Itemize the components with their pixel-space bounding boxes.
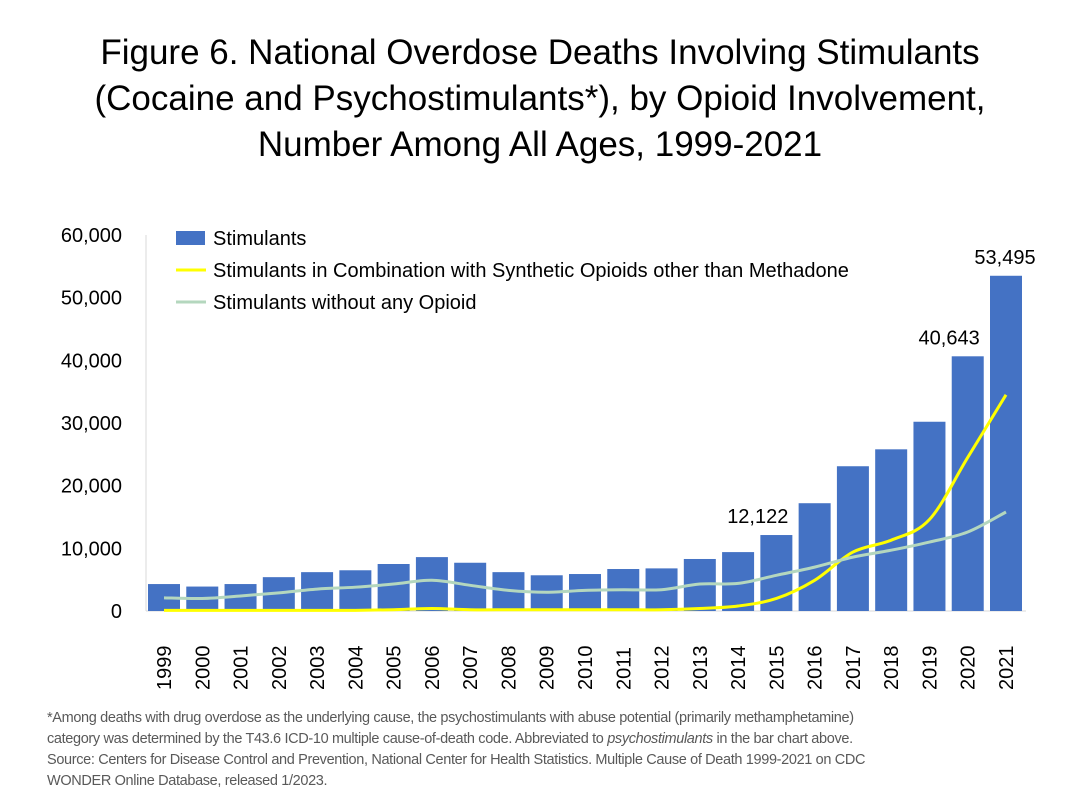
footnote: *Among deaths with drug overdose as the … — [47, 708, 1067, 792]
y-tick-label: 30,000 — [61, 413, 122, 435]
footnote-line-2-end: in the bar chart above. — [712, 731, 854, 747]
bar-2004 — [339, 570, 372, 611]
legend-label: Stimulants in Combination with Synthetic… — [213, 260, 849, 282]
footnote-line-2-text: category was determined by the T43.6 ICD… — [47, 731, 608, 747]
x-tick-label: 2005 — [384, 646, 406, 691]
x-tick-label: 2004 — [345, 646, 367, 691]
title-line-2: (Cocaine and Psychostimulants*), by Opio… — [94, 79, 986, 118]
title-line-1: Figure 6. National Overdose Deaths Invol… — [100, 33, 980, 72]
line-series-synthetic-opioid-combination — [163, 394, 1008, 612]
title-line-3: Number Among All Ages, 1999-2021 — [257, 125, 823, 164]
y-tick-label: 0 — [111, 601, 122, 623]
x-tick-label: 2019 — [919, 646, 941, 691]
bar-2019 — [913, 421, 946, 611]
x-tick-label: 2017 — [843, 646, 865, 691]
footnote-line-2: category was determined by the T43.6 ICD… — [47, 729, 1067, 750]
bar-2003 — [301, 572, 334, 611]
legend-swatch-stimulants — [176, 231, 205, 245]
x-tick-label: 2012 — [652, 646, 674, 691]
data-label-2021: 53,495 — [974, 247, 1035, 269]
bar-2016 — [798, 503, 831, 611]
chart-title: Figure 6. National Overdose Deaths Invol… — [0, 30, 1080, 168]
x-tick-label: 2014 — [728, 646, 750, 691]
x-tick-label: 2001 — [231, 646, 253, 691]
y-tick-label: 50,000 — [61, 288, 122, 310]
data-label-2015: 12,122 — [727, 506, 788, 528]
chart-plot: 0 10,000 20,000 30,000 40,000 50,000 60,000 199… — [61, 225, 1036, 691]
footnote-italic-term: psychostimulants — [607, 731, 713, 747]
y-tick-label: 60,000 — [61, 225, 122, 247]
footnote-line-1: *Among deaths with drug overdose as the … — [47, 710, 854, 726]
x-tick-label: 2018 — [881, 646, 903, 691]
x-tick-label: 1999 — [154, 646, 176, 691]
bar-2020 — [951, 356, 984, 611]
bar-2006 — [415, 557, 448, 611]
x-tick-label: 2009 — [537, 646, 559, 691]
x-tick-label: 2006 — [422, 646, 444, 691]
y-tick-label: 40,000 — [61, 350, 122, 372]
bar-2005 — [377, 564, 410, 611]
bar-2017 — [836, 466, 869, 611]
x-tick-label: 2015 — [766, 646, 788, 691]
x-tick-label: 2008 — [498, 646, 520, 691]
x-tick-label: 2002 — [269, 646, 291, 691]
x-tick-label: 2000 — [192, 646, 214, 691]
x-tick-label: 2011 — [613, 647, 635, 690]
x-tick-label: 2021 — [996, 646, 1018, 691]
bar-2018 — [875, 449, 908, 611]
legend-label: Stimulants — [213, 228, 306, 250]
y-tick-label: 20,000 — [61, 476, 122, 498]
x-tick-label: 2003 — [307, 646, 329, 691]
x-tick-label: 2007 — [460, 646, 482, 691]
bar-2010 — [569, 574, 601, 611]
y-tick-label: 10,000 — [61, 538, 122, 560]
data-label-2020: 40,643 — [919, 327, 980, 349]
line-series-without-opioid — [163, 510, 1007, 601]
footnote-line-4: WONDER Online Database, released 1/2023. — [47, 773, 328, 789]
x-tick-label: 2016 — [805, 646, 827, 691]
footnote-line-3: Source: Centers for Disease Control and … — [47, 752, 866, 768]
x-tick-label: 2010 — [575, 646, 597, 691]
x-tick-label: 2013 — [690, 646, 712, 691]
bar-2021 — [990, 275, 1022, 611]
legend-label: Stimulants without any Opioid — [213, 292, 476, 314]
x-tick-label: 2020 — [958, 646, 980, 691]
